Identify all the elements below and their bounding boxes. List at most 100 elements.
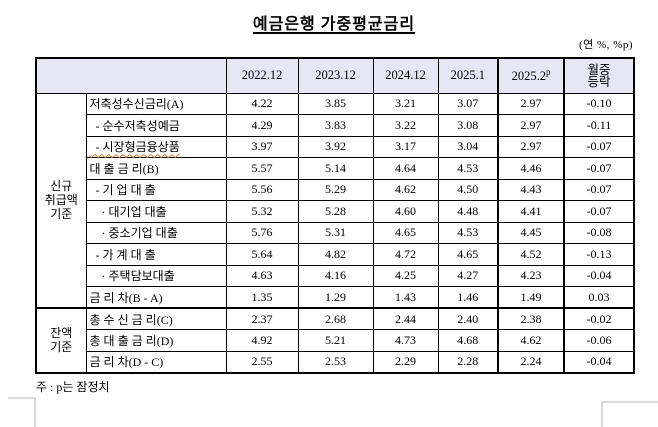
value-cell: -0.07 <box>563 200 635 223</box>
table-row: - 시장형금융상품 3.97 3.92 3.17 3.04 2.97 -0.07 <box>36 135 635 158</box>
value-cell: 1.43 <box>372 286 439 309</box>
value-cell: 5.76 <box>225 221 299 244</box>
value-cell: -0.07 <box>563 157 635 180</box>
row-label: 저축성수신금리(A) <box>85 92 227 115</box>
value-cell: 0.03 <box>563 286 635 309</box>
value-cell: 2.28 <box>437 350 499 373</box>
col-header-2022-12: 2022.12 <box>225 57 299 94</box>
value-cell: -0.13 <box>563 243 635 266</box>
value-cell: 1.29 <box>297 286 374 309</box>
value-cell: 4.72 <box>372 243 439 266</box>
row-label: - 시장형금융상품 <box>85 135 227 158</box>
value-cell: 4.60 <box>372 200 439 223</box>
table-row: 금 리 차(D - C) 2.55 2.53 2.29 2.28 2.24 -0… <box>36 350 635 374</box>
value-cell: 4.25 <box>372 264 439 287</box>
corner-cell <box>35 57 227 94</box>
group-cell-new-transactions: 신규 취급액 기준 <box>35 92 87 309</box>
value-cell: 4.41 <box>497 200 565 223</box>
table-row: 대 출 금 리(B) 5.57 5.14 4.64 4.53 4.46 -0.0… <box>36 157 635 180</box>
row-label: · 대기업 대출 <box>85 200 227 223</box>
value-cell: 5.29 <box>297 178 374 201</box>
value-cell: 4.64 <box>372 157 439 180</box>
value-cell: 4.48 <box>437 200 499 223</box>
value-cell: 4.63 <box>225 264 299 287</box>
value-cell: 3.22 <box>372 114 439 137</box>
row-label: - 기 업 대 출 <box>85 178 227 201</box>
row-label: · 중소기업 대출 <box>85 221 227 244</box>
table-row: 잔액 기준 총 수 신 금 리(C) 2.37 2.68 2.44 2.40 2… <box>35 307 635 373</box>
value-cell: 3.07 <box>437 92 499 115</box>
value-cell: 4.23 <box>497 264 565 287</box>
value-cell: 2.55 <box>225 350 299 373</box>
value-cell: 4.45 <box>497 221 565 244</box>
table-row: - 기 업 대 출 5.56 5.29 4.62 4.50 4.43 -0.07 <box>36 178 635 201</box>
page-title: 예금은행 가중평균금리 <box>252 16 416 33</box>
current-period-label: 2025.2 <box>511 69 546 84</box>
value-cell: 4.46 <box>497 157 565 180</box>
value-cell: 3.97 <box>225 135 299 158</box>
value-cell: 2.97 <box>497 92 565 115</box>
value-cell: 5.28 <box>297 200 374 223</box>
value-cell: 4.65 <box>437 243 499 266</box>
table-row: · 대기업 대출 5.32 5.28 4.60 4.48 4.41 -0.07 <box>36 200 635 223</box>
value-cell: 3.92 <box>297 135 374 158</box>
row-label: 총 대 출 금 리(D) <box>85 329 227 352</box>
row-label: 총 수 신 금 리(C) <box>85 307 227 330</box>
value-cell: 5.31 <box>297 221 374 244</box>
value-cell: 3.83 <box>297 114 374 137</box>
value-cell: 4.16 <box>297 264 374 287</box>
table-row: · 주택담보대출 4.63 4.16 4.25 4.27 4.23 -0.04 <box>36 264 635 287</box>
value-cell: 2.53 <box>297 350 374 373</box>
value-cell: 3.04 <box>437 135 499 158</box>
value-cell: 4.65 <box>372 221 439 244</box>
value-cell: 4.92 <box>225 329 299 352</box>
table-row: 총 대 출 금 리(D) 4.92 5.21 4.73 4.68 4.62 -0… <box>36 329 635 352</box>
row-label: 금 리 차(D - C) <box>85 350 227 373</box>
value-cell: 4.82 <box>297 243 374 266</box>
value-cell: 2.40 <box>437 307 499 330</box>
value-cell: 4.27 <box>437 264 499 287</box>
table-row: - 가 계 대 출 5.64 4.82 4.72 4.65 4.52 -0.13 <box>36 243 635 266</box>
value-cell: -0.06 <box>563 329 635 352</box>
value-cell: 4.73 <box>372 329 439 352</box>
value-cell: 1.35 <box>225 286 299 309</box>
col-header-2024-12: 2024.12 <box>372 57 439 94</box>
provisional-superscript: p <box>545 67 551 78</box>
value-cell: 5.32 <box>225 200 299 223</box>
value-cell: -0.02 <box>563 307 635 330</box>
value-cell: -0.07 <box>563 178 635 201</box>
value-cell: 4.29 <box>225 114 299 137</box>
value-cell: 4.62 <box>497 329 565 352</box>
table-row: 금 리 차(B - A) 1.35 1.29 1.43 1.46 1.49 0.… <box>36 286 635 309</box>
value-cell: 4.43 <box>497 178 565 201</box>
value-cell: 4.53 <box>437 221 499 244</box>
value-cell: 3.17 <box>372 135 439 158</box>
value-cell: 5.14 <box>297 157 374 180</box>
value-cell: 2.37 <box>225 307 299 330</box>
corner-mark-right <box>601 401 658 427</box>
value-cell: 2.29 <box>372 350 439 373</box>
value-cell: 4.68 <box>437 329 499 352</box>
value-cell: 2.68 <box>297 307 374 330</box>
value-cell: -0.11 <box>563 114 635 137</box>
value-cell: -0.08 <box>563 221 635 244</box>
value-cell: 4.50 <box>437 178 499 201</box>
table-row: · 중소기업 대출 5.76 5.31 4.65 4.53 4.45 -0.08 <box>36 221 635 244</box>
row-label: - 순수저축성예금 <box>85 114 227 137</box>
col-header-2023-12: 2023.12 <box>297 57 374 94</box>
value-cell: 5.56 <box>225 178 299 201</box>
table-row: - 순수저축성예금 4.29 3.83 3.22 3.08 2.97 -0.11 <box>36 114 635 137</box>
title-area: 예금은행 가중평균금리 <box>35 10 633 34</box>
value-cell: 4.53 <box>437 157 499 180</box>
value-cell: 2.24 <box>497 350 565 374</box>
value-cell: 5.64 <box>225 243 299 266</box>
row-label: · 주택담보대출 <box>85 264 227 287</box>
value-cell: -0.04 <box>563 264 635 287</box>
value-cell: 4.52 <box>497 243 565 266</box>
value-cell: 2.44 <box>372 307 439 330</box>
group-cell-balance: 잔액 기준 <box>35 307 87 373</box>
value-cell: 2.38 <box>497 307 565 330</box>
row-label: 금 리 차(B - A) <box>85 286 227 309</box>
corner-mark-left <box>8 397 36 427</box>
unit-note: (연 %, %p) <box>578 39 633 51</box>
